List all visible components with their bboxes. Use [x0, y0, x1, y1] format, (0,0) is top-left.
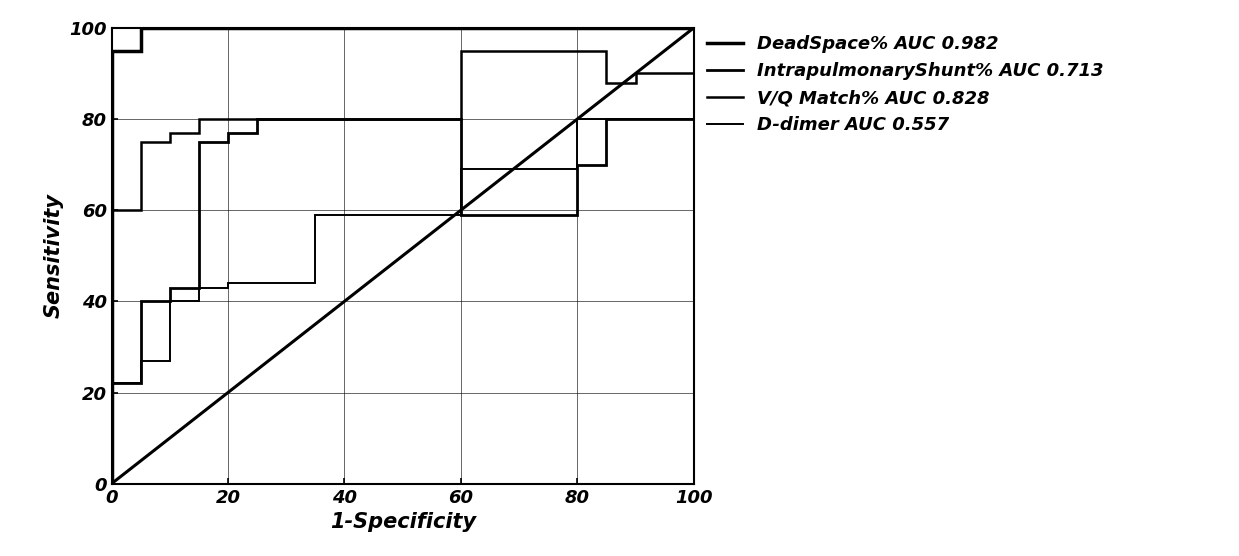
X-axis label: 1-Specificity: 1-Specificity — [330, 512, 476, 532]
Legend: DeadSpace% AUC 0.982, IntrapulmonaryShunt% AUC 0.713, V/Q Match% AUC 0.828, D-di: DeadSpace% AUC 0.982, IntrapulmonaryShun… — [700, 28, 1111, 141]
Y-axis label: Sensitivity: Sensitivity — [43, 193, 63, 318]
